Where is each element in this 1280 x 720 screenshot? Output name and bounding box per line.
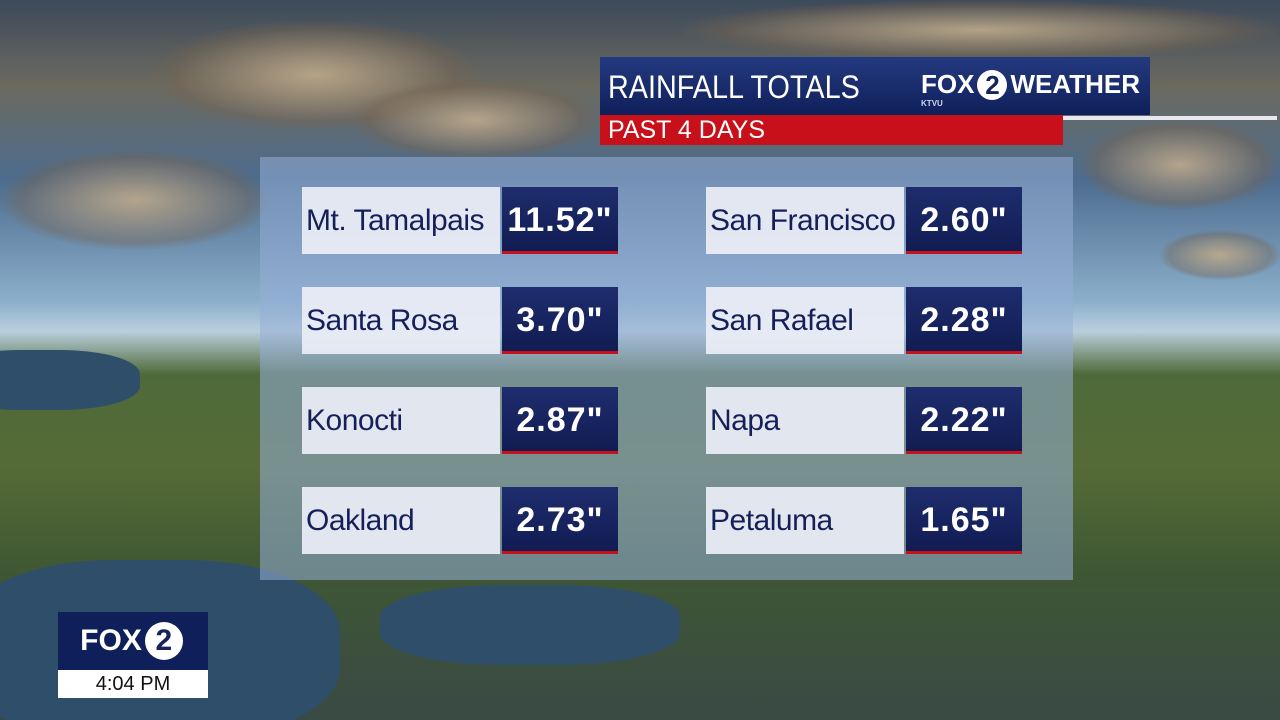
location: San Rafael	[706, 287, 904, 354]
subtitle: PAST 4 DAYS	[600, 115, 1063, 145]
amount: 2.73"	[502, 487, 618, 554]
cloud	[1080, 120, 1280, 210]
amount: 2.28"	[906, 287, 1022, 354]
location: Santa Rosa	[302, 287, 500, 354]
accent-line	[1063, 116, 1277, 120]
location: Oakland	[302, 487, 500, 554]
water	[0, 350, 140, 410]
cloud	[1160, 230, 1280, 280]
location: Napa	[706, 387, 904, 454]
cloud	[0, 150, 270, 250]
location: San Francisco	[706, 187, 904, 254]
station-bug: FOX 2	[58, 612, 208, 670]
clock: 4:04 PM	[58, 670, 208, 698]
bug-logo: FOX	[80, 624, 142, 657]
amount: 1.65"	[906, 487, 1022, 554]
brand-text: WEATHER	[1010, 69, 1140, 99]
logo-text: FOX	[921, 69, 975, 99]
cloud	[680, 0, 1280, 60]
location: Mt. Tamalpais	[302, 187, 500, 254]
logo: FOX KTVU	[921, 69, 975, 108]
header-bar: RAINFALL TOTALS FOX KTVU 2 WEATHER	[600, 57, 1150, 115]
title: RAINFALL TOTALS	[608, 69, 860, 105]
logo-number: 2	[977, 69, 1008, 100]
amount: 3.70"	[502, 287, 618, 354]
brand: FOX KTVU 2 WEATHER	[921, 69, 1140, 108]
location: Petaluma	[706, 487, 904, 554]
amount: 2.22"	[906, 387, 1022, 454]
amount: 11.52"	[502, 187, 618, 254]
station: KTVU	[921, 99, 943, 108]
location: Konocti	[302, 387, 500, 454]
cloud	[350, 80, 600, 160]
water	[380, 585, 680, 665]
amount: 2.60"	[906, 187, 1022, 254]
bug-logo-number: 2	[144, 622, 183, 660]
amount: 2.87"	[502, 387, 618, 454]
